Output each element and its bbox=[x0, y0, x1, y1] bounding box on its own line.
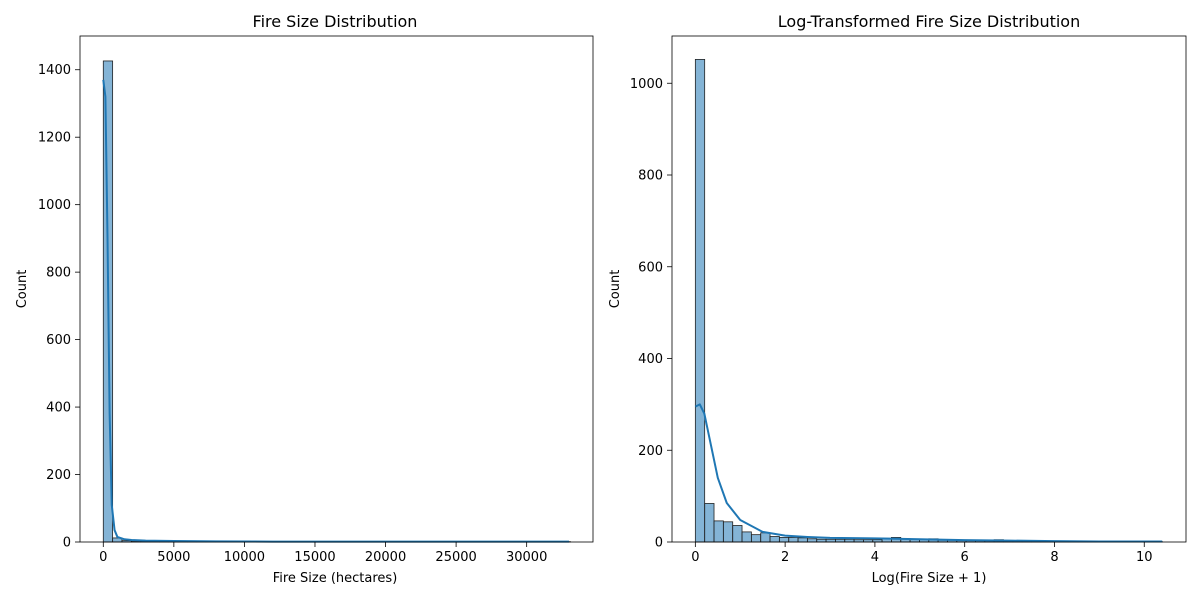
x-axis-label: Log(Fire Size + 1) bbox=[872, 571, 987, 586]
x-tick-label: 20000 bbox=[365, 550, 406, 565]
y-tick-label: 600 bbox=[46, 333, 71, 348]
histogram-bar bbox=[788, 537, 799, 543]
y-axis-label: Count bbox=[608, 270, 623, 309]
x-tick-label: 8 bbox=[1050, 550, 1058, 565]
y-tick-label: 0 bbox=[655, 536, 663, 551]
histogram-bar bbox=[778, 537, 790, 543]
histogram-bar bbox=[816, 538, 827, 543]
histogram-bar bbox=[741, 531, 752, 543]
y-tick-label: 0 bbox=[63, 536, 71, 551]
x-tick-label: 30000 bbox=[506, 550, 547, 565]
y-tick-label: 400 bbox=[46, 401, 71, 416]
y-tick-label: 200 bbox=[638, 444, 663, 459]
axes-frame bbox=[671, 35, 1187, 543]
y-tick-label: 800 bbox=[46, 266, 71, 281]
x-tick-label: 0 bbox=[99, 550, 107, 565]
x-tick-label: 15000 bbox=[294, 550, 335, 565]
x-tick-label: 10 bbox=[1136, 550, 1153, 565]
y-axis-label: Count bbox=[15, 270, 30, 309]
x-tick-label: 25000 bbox=[435, 550, 476, 565]
y-tick-label: 1000 bbox=[38, 198, 71, 213]
histogram-bar bbox=[760, 532, 771, 543]
x-ticks: 0 2 4 6 8 10 bbox=[691, 542, 1153, 565]
y-tick-label: 1200 bbox=[38, 131, 71, 146]
histogram-bar bbox=[825, 538, 836, 543]
histogram-bar bbox=[835, 538, 846, 543]
fire-size-chart: Fire Size Distribution Fire Size (hectar… bbox=[15, 12, 594, 586]
y-tick-label: 600 bbox=[638, 260, 663, 275]
y-tick-label: 1400 bbox=[38, 63, 71, 78]
x-tick-label: 5000 bbox=[157, 550, 190, 565]
histogram-bar bbox=[769, 536, 780, 543]
histogram-bar bbox=[732, 525, 743, 543]
histogram-bar bbox=[713, 520, 724, 543]
histogram-bar bbox=[750, 534, 762, 543]
bars bbox=[694, 59, 1163, 543]
x-tick-label: 10000 bbox=[224, 550, 265, 565]
histogram-bar bbox=[704, 503, 715, 543]
bars bbox=[102, 60, 571, 543]
axes-frame bbox=[79, 35, 594, 543]
kde-line bbox=[694, 403, 1163, 543]
y-tick-label: 400 bbox=[638, 352, 663, 367]
x-ticks: 0 5000 10000 15000 20000 25000 30000 bbox=[99, 542, 547, 565]
chart-title: Log-Transformed Fire Size Distribution bbox=[778, 12, 1080, 31]
chart-title: Fire Size Distribution bbox=[253, 12, 418, 31]
y-tick-label: 800 bbox=[638, 169, 663, 184]
histogram-bar bbox=[797, 537, 808, 543]
x-tick-label: 2 bbox=[781, 550, 789, 565]
kde-line bbox=[102, 79, 570, 543]
x-tick-label: 4 bbox=[871, 550, 879, 565]
histogram-bar bbox=[844, 538, 855, 543]
x-tick-label: 0 bbox=[691, 550, 699, 565]
histogram-bar bbox=[694, 59, 706, 543]
y-ticks: 0 200 400 600 800 1000 bbox=[630, 77, 672, 551]
x-tick-label: 6 bbox=[961, 550, 969, 565]
y-tick-label: 200 bbox=[46, 468, 71, 483]
y-ticks: 0 200 400 600 800 1000 1200 1400 bbox=[38, 63, 80, 551]
y-tick-label: 1000 bbox=[630, 77, 663, 92]
histogram-bar bbox=[806, 538, 818, 543]
x-axis-label: Fire Size (hectares) bbox=[273, 571, 398, 586]
histogram-bar bbox=[722, 521, 734, 543]
log-fire-size-chart: Log-Transformed Fire Size Distribution L… bbox=[608, 12, 1187, 586]
